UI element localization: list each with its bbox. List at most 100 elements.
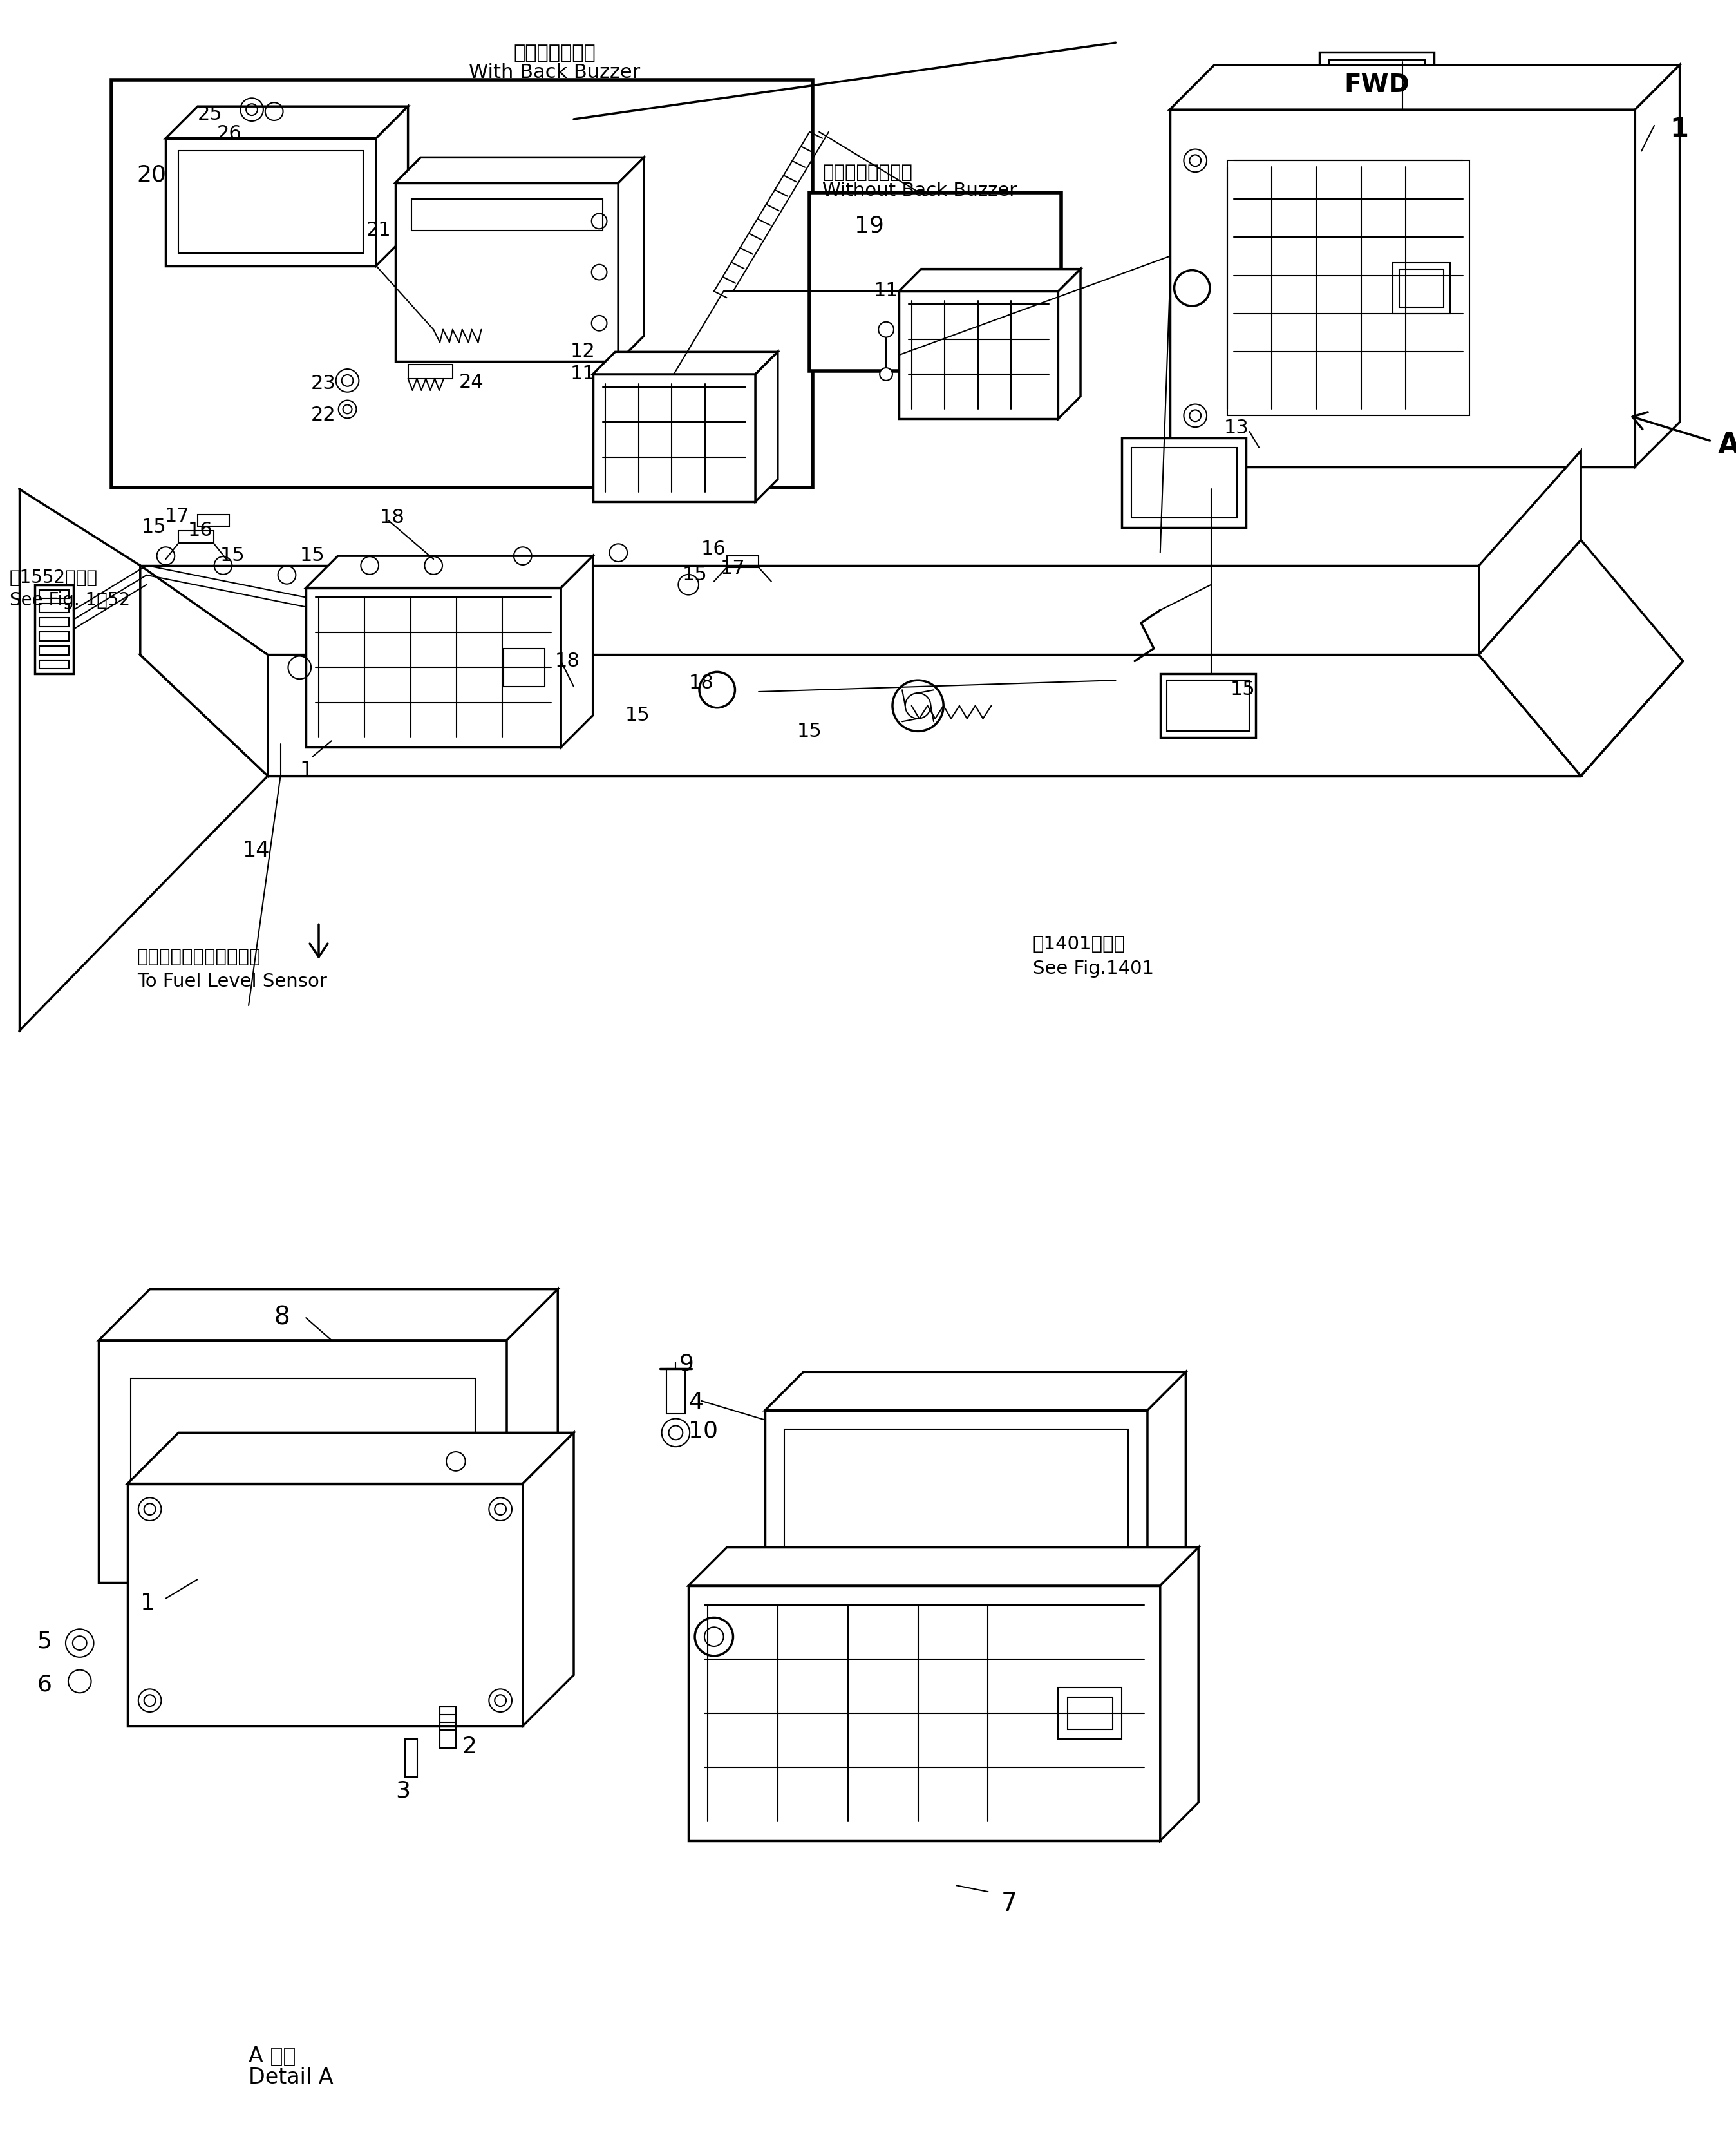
Polygon shape [127,1484,523,1727]
Bar [1167,681,1250,730]
Text: 13: 13 [1224,419,1248,438]
Text: 5: 5 [36,1630,52,1652]
Text: 17: 17 [720,558,745,578]
Text: 21: 21 [366,221,392,241]
Text: 17: 17 [165,507,189,526]
Bar [667,1368,686,1413]
Bar [809,193,1061,372]
Polygon shape [1170,64,1680,110]
Bar [130,1379,476,1544]
Text: 15: 15 [682,565,707,584]
Bar [40,591,69,599]
Text: バックブザー付: バックブザー付 [514,43,595,62]
Text: 20: 20 [137,163,167,185]
Text: 9: 9 [679,1353,694,1375]
Text: Detail A: Detail A [248,2066,333,2088]
Text: 6: 6 [36,1673,52,1695]
Polygon shape [689,1585,1160,1841]
Polygon shape [1319,52,1434,116]
Polygon shape [755,352,778,503]
Text: 第1552図参照: 第1552図参照 [10,569,97,586]
Bar [111,79,812,488]
Bar [40,647,69,655]
Polygon shape [1479,451,1581,655]
Polygon shape [523,1433,573,1727]
Bar [1227,161,1469,417]
Polygon shape [1635,64,1680,466]
Polygon shape [141,565,267,775]
Bar [1392,262,1450,314]
Text: A 詳細: A 詳細 [248,2045,295,2066]
Text: 8: 8 [274,1306,290,1330]
Text: 15: 15 [300,546,325,565]
Text: See Fig. 1͕52: See Fig. 1͕52 [10,591,130,610]
Bar [40,604,69,612]
Text: 11: 11 [873,281,898,301]
Polygon shape [306,556,594,589]
Text: 15: 15 [797,722,821,741]
Text: To Fuel Level Sensor: To Fuel Level Sensor [137,973,326,990]
Polygon shape [766,1411,1147,1602]
Polygon shape [306,589,561,748]
Bar [785,1428,1128,1583]
Polygon shape [99,1340,507,1583]
Text: 26: 26 [217,125,241,144]
Polygon shape [35,584,73,674]
Polygon shape [899,268,1080,292]
Text: バックブザーなし: バックブザーなし [823,163,913,183]
Polygon shape [1479,539,1682,775]
Polygon shape [377,107,408,266]
Bar [1132,447,1236,518]
Bar [198,516,229,526]
Polygon shape [1160,1547,1198,1841]
Polygon shape [165,107,408,137]
Polygon shape [689,1547,1198,1585]
Bar [1059,1688,1121,1738]
Text: 1: 1 [300,760,312,782]
Bar [40,659,69,668]
Bar [404,1738,418,1776]
Text: 15: 15 [1231,681,1255,698]
Polygon shape [1170,110,1635,466]
Bar [179,531,214,543]
Polygon shape [594,352,778,374]
Text: 18: 18 [689,674,713,692]
Polygon shape [141,565,1479,655]
Bar [1160,674,1255,737]
Polygon shape [899,292,1059,419]
Text: FWD: FWD [1344,73,1410,97]
Polygon shape [165,137,377,266]
Text: 15: 15 [625,707,649,724]
Polygon shape [396,157,644,183]
Bar [411,200,602,230]
Text: 3: 3 [396,1781,410,1802]
Bar [408,365,453,378]
Text: Without Back Buzzer: Without Back Buzzer [823,183,1017,200]
Polygon shape [396,183,618,361]
Bar [503,649,545,687]
Text: 16: 16 [701,539,726,558]
Text: 24: 24 [458,374,484,391]
Text: 15: 15 [142,518,167,537]
Text: 19: 19 [854,215,884,236]
Text: 23: 23 [311,374,337,393]
Text: 12: 12 [571,342,595,361]
Bar [40,619,69,627]
Text: A: A [1719,432,1736,460]
Bar [40,632,69,640]
Text: See Fig.1401: See Fig.1401 [1033,960,1154,977]
Text: 第1401図参照: 第1401図参照 [1033,934,1125,954]
Text: 2: 2 [462,1736,477,1757]
Text: 18: 18 [380,509,404,526]
Polygon shape [1059,268,1080,419]
Bar [727,556,759,567]
Bar [1121,438,1246,526]
Text: 14: 14 [243,840,269,861]
Bar [179,150,363,253]
Text: 18: 18 [554,651,580,670]
Polygon shape [507,1289,557,1583]
Bar [439,1708,457,1748]
Circle shape [880,367,892,380]
Text: 7: 7 [1002,1892,1017,1916]
Polygon shape [561,556,594,748]
